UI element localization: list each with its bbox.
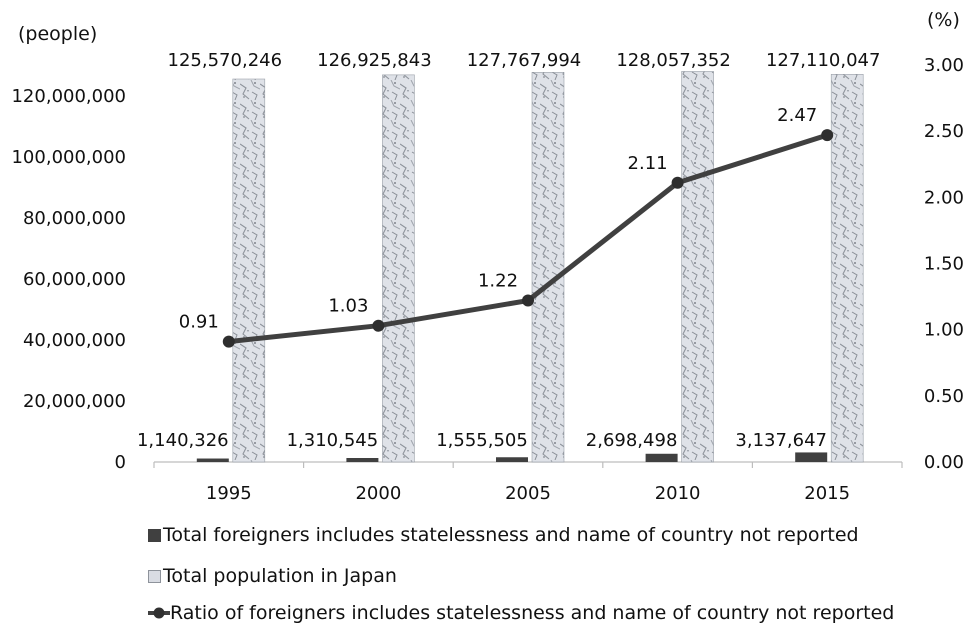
foreigner-bar (496, 457, 528, 462)
x-axis-category-labels: 1995 2000 2005 2010 2015 (206, 483, 850, 504)
x-axis-category-label: 1995 (206, 483, 252, 504)
left-axis-tick-label: 80,000,000 (23, 208, 126, 229)
x-axis-category-label: 2015 (804, 483, 850, 504)
population-bar (232, 78, 266, 463)
ratio-line-series (222, 129, 834, 348)
ratio-point (222, 335, 235, 348)
x-axis-category-label: 2005 (505, 483, 551, 504)
right-axis-tick-label: 3.00 (924, 55, 964, 76)
foreigner-bar (795, 452, 828, 462)
left-axis-tick-label: 60,000,000 (23, 269, 126, 290)
foreigner-bar (346, 458, 379, 462)
population-bar (531, 72, 565, 463)
legend-swatch-population (148, 569, 161, 583)
population-bars (232, 71, 864, 463)
x-axis-category-label: 2010 (655, 483, 701, 504)
population-bar (830, 74, 864, 463)
legend-item-foreigners: Total foreigners includes statelessness … (148, 524, 859, 546)
left-axis-ticks: 0 20,000,000 40,000,000 60,000,000 80,000,00… (11, 86, 126, 473)
right-axis-tick-label: 0.00 (924, 452, 964, 473)
foreigner-data-label: 1,310,545 (287, 430, 379, 451)
legend-label-foreigners: Total foreigners includes statelessness … (163, 524, 859, 546)
right-axis-tick-label: 2.50 (924, 121, 964, 142)
ratio-line (228, 132, 828, 345)
ratio-point (372, 319, 385, 332)
right-axis-tick-label: 2.00 (924, 187, 964, 208)
legend-label-ratio: Ratio of foreigners includes statelessne… (170, 602, 895, 624)
ratio-data-label: 0.91 (179, 312, 219, 333)
left-axis-tick-label: 100,000,000 (11, 147, 126, 168)
legend-swatch-ratio (148, 607, 170, 619)
foreigner-data-label: 1,555,505 (436, 430, 528, 451)
population-data-label: 125,570,246 (168, 50, 283, 71)
legend-swatch-foreigners (148, 528, 161, 542)
legend-label-population: Total population in Japan (163, 565, 397, 587)
ratio-point (522, 294, 534, 307)
left-axis-tick-label: 20,000,000 (23, 391, 126, 412)
ratio-data-label: 2.11 (628, 153, 668, 174)
ratio-point (671, 176, 684, 189)
foreigner-data-label: 2,698,498 (586, 430, 678, 451)
right-axis-unit-label: (%) (927, 9, 960, 31)
population-data-label: 126,925,843 (317, 50, 432, 71)
left-axis-tick-label: 0 (115, 452, 126, 473)
ratio-data-label: 1.03 (328, 296, 368, 317)
left-axis-tick-label: 40,000,000 (23, 330, 126, 351)
right-axis-tick-label: 1.50 (924, 254, 964, 275)
foreigner-data-labels: 1,140,326 1,310,545 1,555,505 2,698,498 3,13… (137, 430, 827, 451)
right-axis-tick-label: 1.00 (924, 320, 964, 341)
left-axis-tick-label: 120,000,000 (11, 86, 126, 107)
ratio-point (821, 129, 834, 142)
right-axis-ticks: 0.00 0.50 1.00 1.50 2.00 2.50 3.00 (924, 55, 964, 473)
population-data-label: 128,057,352 (616, 50, 731, 71)
right-axis-tick-label: 0.50 (924, 386, 964, 407)
population-bar (382, 74, 415, 463)
population-data-labels: 125,570,246 126,925,843 127,767,994 128,057… (168, 50, 881, 71)
legend-item-population: Total population in Japan (148, 565, 397, 587)
foreigner-bar (645, 453, 678, 462)
x-axis-tick-marks (153, 462, 903, 468)
ratio-data-label: 2.47 (777, 105, 817, 126)
population-data-label: 127,110,047 (766, 50, 881, 71)
ratio-data-label: 1.22 (478, 271, 518, 292)
legend-item-ratio: Ratio of foreigners includes statelessne… (148, 602, 894, 624)
left-axis-unit-label: (people) (18, 23, 97, 45)
foreigner-data-label: 3,137,647 (735, 430, 827, 451)
population-data-label: 127,767,994 (467, 50, 582, 71)
foreigner-data-label: 1,140,326 (137, 430, 229, 451)
population-bar (681, 71, 714, 463)
x-axis-category-label: 2000 (355, 483, 401, 504)
foreigner-bars (196, 452, 828, 462)
ratio-data-labels: 0.91 1.03 1.22 2.11 2.47 (179, 105, 817, 332)
foreigner-bar (196, 458, 229, 462)
